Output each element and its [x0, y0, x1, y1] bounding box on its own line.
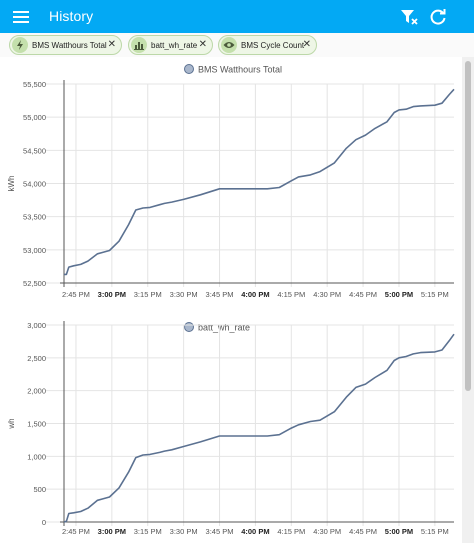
y-tick-label: 52,500 [23, 279, 46, 288]
y-tick-label: 53,500 [23, 213, 46, 222]
x-tick-label: 4:45 PM [349, 527, 377, 536]
x-tick-label: 3:30 PM [170, 290, 198, 299]
scrollbar[interactable] [462, 57, 474, 543]
x-tick-label: 4:00 PM [241, 290, 269, 299]
y-tick-label: 55,000 [23, 113, 46, 122]
x-tick-label: 5:15 PM [421, 290, 449, 299]
x-tick-label: 5:15 PM [421, 527, 449, 536]
refresh-icon[interactable] [427, 6, 449, 28]
x-tick-label: 4:30 PM [313, 290, 341, 299]
y-tick-label: 1,000 [27, 452, 46, 461]
y-tick-label: 3,000 [27, 321, 46, 330]
chip-remove-icon[interactable]: ✕ [107, 39, 116, 50]
app-toolbar: History [0, 0, 474, 33]
x-tick-label: 3:45 PM [206, 290, 234, 299]
y-tick-label: 55,500 [23, 80, 46, 89]
chip-batt-wh-rate[interactable]: batt_wh_rate ✕ [128, 35, 213, 55]
x-tick-label: 4:15 PM [277, 290, 305, 299]
chip-label: batt_wh_rate [151, 40, 198, 50]
chip-label: BMS Watthours Total [32, 40, 107, 50]
chip-remove-icon[interactable]: ✕ [302, 39, 311, 50]
chip-bms-cycle-count[interactable]: BMS Cycle Count ✕ [218, 35, 317, 55]
chart-bar-icon [131, 37, 147, 53]
y-tick-label: 1,500 [27, 420, 46, 429]
legend-label: batt_wh_rate [198, 323, 250, 333]
chip-bms-watthours-total[interactable]: BMS Watthours Total ✕ [9, 35, 122, 55]
x-tick-label: 3:15 PM [134, 290, 162, 299]
legend-marker [184, 64, 194, 74]
x-tick-label: 5:00 PM [385, 290, 413, 299]
y-tick-label: 2,000 [27, 387, 46, 396]
entity-chip-bar: BMS Watthours Total ✕ batt_wh_rate ✕ BMS… [0, 33, 474, 57]
y-tick-label: 54,500 [23, 146, 46, 155]
filter-remove-icon[interactable] [398, 6, 420, 28]
y-tick-label: 0 [42, 518, 46, 527]
x-tick-label: 3:00 PM [98, 527, 126, 536]
x-tick-label: 4:30 PM [313, 527, 341, 536]
chart-bms-watthours-total: BMS Watthours Total 52,500 53,000 53,500 54,… [7, 64, 455, 299]
y-axis-label: wh [7, 418, 16, 429]
x-tick-label: 3:15 PM [134, 527, 162, 536]
history-content: BMS Watthours Total 52,500 53,000 53,500 54,… [0, 57, 462, 543]
x-tick-label: 4:15 PM [277, 527, 305, 536]
chip-remove-icon[interactable]: ✕ [198, 39, 207, 50]
x-tick-label: 2:45 PM [62, 290, 90, 299]
scrollbar-thumb[interactable] [465, 61, 471, 391]
page-title: History [49, 8, 94, 24]
series-line [63, 333, 455, 523]
x-tick-label: 4:00 PM [241, 527, 269, 536]
y-tick-label: 2,500 [27, 354, 46, 363]
x-tick-label: 4:45 PM [349, 290, 377, 299]
eye-icon [221, 37, 237, 53]
x-tick-label: 5:00 PM [385, 527, 413, 536]
x-tick-label: 2:45 PM [62, 527, 90, 536]
y-tick-label: 54,000 [23, 180, 46, 189]
x-tick-label: 3:00 PM [98, 290, 126, 299]
series-line [64, 88, 455, 276]
y-tick-label: 53,000 [23, 246, 46, 255]
x-tick-label: 3:45 PM [206, 527, 234, 536]
y-tick-label: 500 [33, 485, 46, 494]
chip-label: BMS Cycle Count [241, 40, 305, 50]
legend-label: BMS Watthours Total [198, 65, 282, 75]
x-tick-label: 3:30 PM [170, 527, 198, 536]
lightning-bolt-icon [12, 37, 28, 53]
menu-icon[interactable] [10, 7, 32, 27]
chart-batt-wh-rate: batt_wh_rate 0 500 1,000 1,500 2,000 2,500 3,00… [7, 321, 455, 536]
legend-marker [184, 322, 194, 332]
y-axis-label: kWh [7, 176, 16, 192]
